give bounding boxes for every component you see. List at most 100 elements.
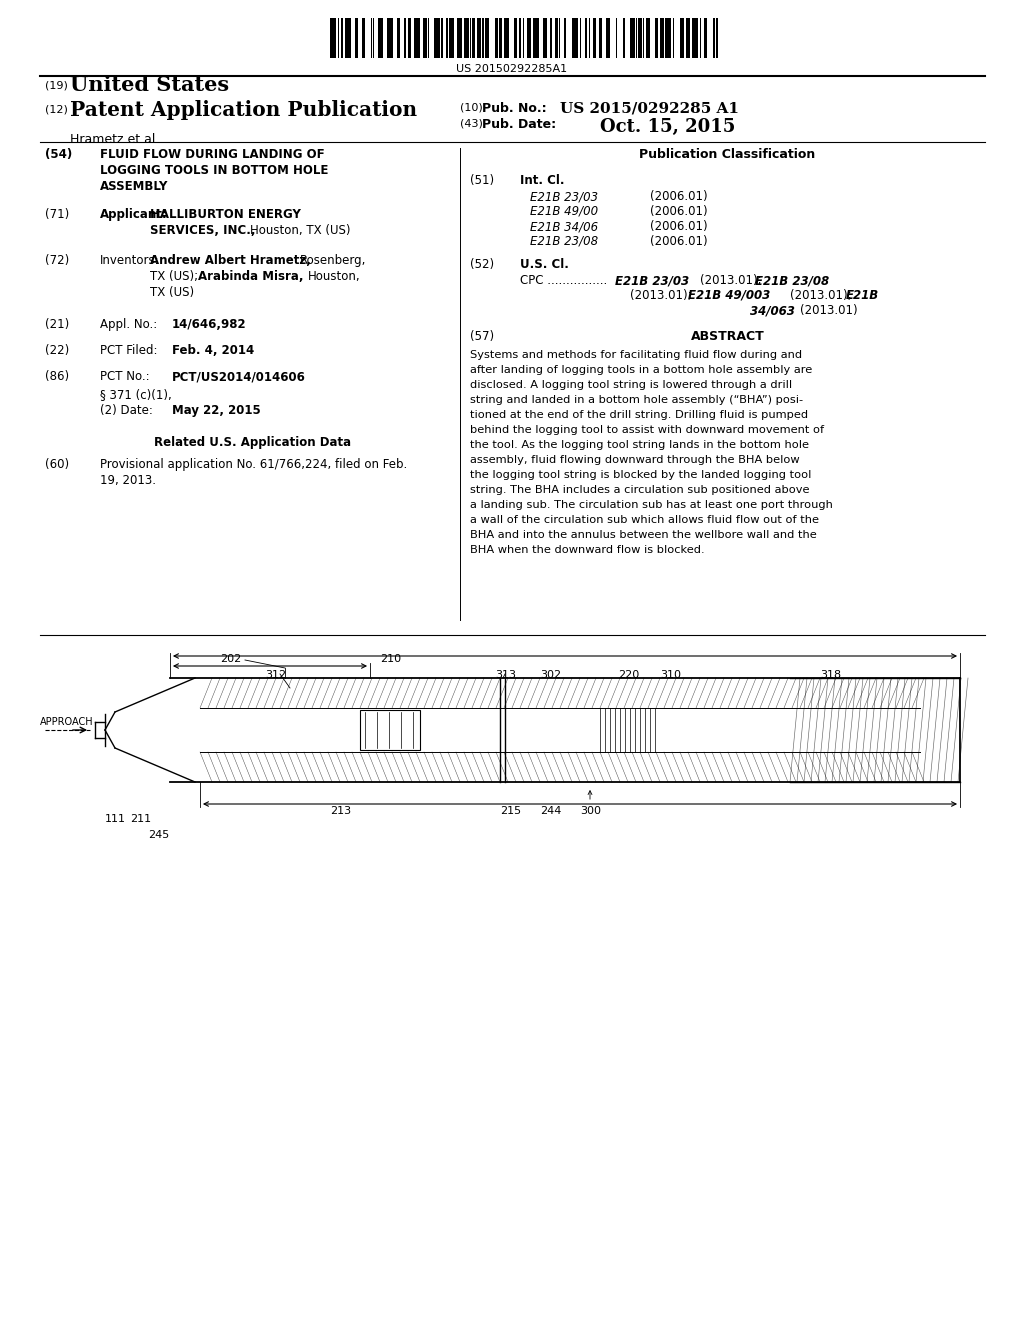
Text: Systems and methods for facilitating fluid flow during and: Systems and methods for facilitating flu… xyxy=(470,350,802,360)
Text: tioned at the end of the drill string. Drilling fluid is pumped: tioned at the end of the drill string. D… xyxy=(470,411,808,420)
Text: PCT No.:: PCT No.: xyxy=(100,370,150,383)
Bar xyxy=(482,18,484,58)
Text: E21B 49/00: E21B 49/00 xyxy=(530,205,598,218)
Bar xyxy=(514,18,517,58)
Bar xyxy=(559,18,560,58)
Bar xyxy=(585,18,587,58)
Bar xyxy=(378,18,383,58)
Bar xyxy=(646,18,650,58)
Text: Provisional application No. 61/766,224, filed on Feb.: Provisional application No. 61/766,224, … xyxy=(100,458,408,471)
Text: (2006.01): (2006.01) xyxy=(650,205,708,218)
Text: Int. Cl.: Int. Cl. xyxy=(520,174,564,187)
Bar xyxy=(563,18,566,58)
Text: Appl. No.:: Appl. No.: xyxy=(100,318,158,331)
Bar xyxy=(589,18,591,58)
Text: APPROACH: APPROACH xyxy=(40,717,93,727)
Bar xyxy=(692,18,697,58)
Bar xyxy=(580,18,581,58)
Bar xyxy=(593,18,596,58)
Text: United States: United States xyxy=(70,75,229,95)
Bar xyxy=(717,18,718,58)
Text: US 20150292285A1: US 20150292285A1 xyxy=(457,63,567,74)
Text: Oct. 15, 2015: Oct. 15, 2015 xyxy=(600,117,735,136)
Bar xyxy=(330,18,336,58)
Bar xyxy=(504,18,509,58)
Bar xyxy=(674,18,675,58)
Text: string. The BHA includes a circulation sub positioned above: string. The BHA includes a circulation s… xyxy=(470,484,810,495)
Text: (51): (51) xyxy=(470,174,495,187)
Bar xyxy=(373,18,375,58)
Text: Inventors:: Inventors: xyxy=(100,253,160,267)
Bar xyxy=(354,18,358,58)
Text: (71): (71) xyxy=(45,209,70,220)
Text: the tool. As the logging tool string lands in the bottom hole: the tool. As the logging tool string lan… xyxy=(470,440,809,450)
Text: disclosed. A logging tool string is lowered through a drill: disclosed. A logging tool string is lowe… xyxy=(470,380,793,389)
Text: 215: 215 xyxy=(500,807,521,816)
Bar xyxy=(666,18,671,58)
Bar xyxy=(434,18,439,58)
Text: Hrametz et al.: Hrametz et al. xyxy=(70,133,160,147)
Bar xyxy=(396,18,400,58)
Text: after landing of logging tools in a bottom hole assembly are: after landing of logging tools in a bott… xyxy=(470,366,812,375)
Text: 14/646,982: 14/646,982 xyxy=(172,318,247,331)
Text: US 2015/0292285 A1: US 2015/0292285 A1 xyxy=(560,102,739,116)
Text: TX (US): TX (US) xyxy=(150,286,195,300)
Bar xyxy=(371,18,372,58)
Bar xyxy=(485,18,488,58)
Bar xyxy=(534,18,539,58)
Bar xyxy=(522,18,524,58)
Bar xyxy=(654,18,658,58)
Text: 312: 312 xyxy=(265,671,286,680)
Text: (2013.01);: (2013.01); xyxy=(790,289,852,302)
Bar xyxy=(636,18,637,58)
Text: 244: 244 xyxy=(540,807,561,816)
Text: 19, 2013.: 19, 2013. xyxy=(100,474,156,487)
Text: Houston, TX (US): Houston, TX (US) xyxy=(250,224,350,238)
Bar xyxy=(623,18,626,58)
Bar xyxy=(686,18,689,58)
Text: CPC ................: CPC ................ xyxy=(520,275,607,286)
Bar xyxy=(643,18,644,58)
Text: SERVICES, INC.,: SERVICES, INC., xyxy=(150,224,256,238)
Text: behind the logging tool to assist with downward movement of: behind the logging tool to assist with d… xyxy=(470,425,824,436)
Text: Houston,: Houston, xyxy=(308,271,360,282)
Text: 245: 245 xyxy=(148,830,169,840)
Text: E21B 23/03: E21B 23/03 xyxy=(530,190,598,203)
Text: assembly, fluid flowing downward through the BHA below: assembly, fluid flowing downward through… xyxy=(470,455,800,465)
Bar xyxy=(409,18,411,58)
Bar xyxy=(345,18,351,58)
Text: PCT Filed:: PCT Filed: xyxy=(100,345,158,356)
Text: 310: 310 xyxy=(660,671,681,680)
Bar xyxy=(477,18,480,58)
Bar xyxy=(403,18,406,58)
Text: E21B 23/08: E21B 23/08 xyxy=(530,235,598,248)
Text: U.S. Cl.: U.S. Cl. xyxy=(520,257,569,271)
Bar xyxy=(660,18,664,58)
Text: § 371 (c)(1),: § 371 (c)(1), xyxy=(100,388,172,401)
Bar xyxy=(638,18,642,58)
Text: BHA when the downward flow is blocked.: BHA when the downward flow is blocked. xyxy=(470,545,705,554)
Text: Publication Classification: Publication Classification xyxy=(639,148,816,161)
Bar xyxy=(445,18,447,58)
Text: (2013.01): (2013.01) xyxy=(800,304,858,317)
Bar xyxy=(450,18,454,58)
Text: (60): (60) xyxy=(45,458,70,471)
Bar xyxy=(519,18,521,58)
Text: (21): (21) xyxy=(45,318,70,331)
Text: Applicant:: Applicant: xyxy=(100,209,168,220)
Text: 34/063: 34/063 xyxy=(750,304,795,317)
Text: 211: 211 xyxy=(130,814,152,824)
Bar xyxy=(550,18,552,58)
Bar xyxy=(361,18,365,58)
Bar xyxy=(616,18,617,58)
Bar xyxy=(527,18,530,58)
Bar xyxy=(423,18,427,58)
Text: (72): (72) xyxy=(45,253,70,267)
Text: ASSEMBLY: ASSEMBLY xyxy=(100,180,168,193)
Bar xyxy=(338,18,339,58)
Bar xyxy=(470,18,471,58)
Text: E21B 34/06: E21B 34/06 xyxy=(530,220,598,234)
Text: (57): (57) xyxy=(470,330,495,343)
Text: the logging tool string is blocked by the landed logging tool: the logging tool string is blocked by th… xyxy=(470,470,811,480)
Bar xyxy=(680,18,684,58)
